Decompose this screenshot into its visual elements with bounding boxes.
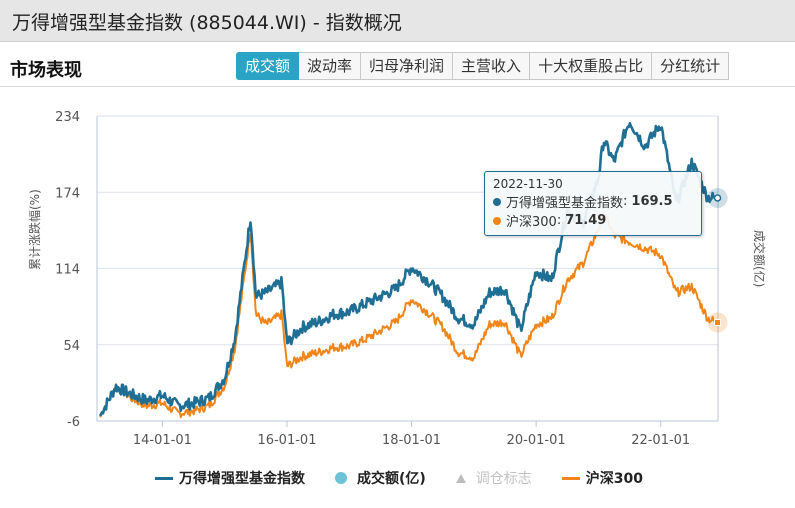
tooltip-row-index: 万得增强型基金指数: 169.5: [493, 192, 693, 211]
x-tick-label: 22-01-01: [631, 433, 690, 448]
y-tick-label: 114: [55, 263, 80, 278]
x-tick-label: 20-01-01: [507, 433, 566, 448]
y-axis-label-left: 累计涨跌幅(%): [28, 189, 42, 270]
line-swatch-icon: [155, 476, 173, 480]
y-tick-label: 54: [63, 339, 80, 354]
tooltip-row-hs300: 沪深300: 71.49: [493, 211, 693, 230]
series-dot-icon: [493, 216, 501, 225]
legend-item-rebalance[interactable]: 调仓标志: [455, 468, 532, 488]
metric-tabs: 成交额 波动率 归母净利润 主营收入 十大权重股占比 分红统计: [236, 52, 730, 80]
legend-label: 成交额(亿): [357, 471, 426, 487]
y-tick-label: 174: [55, 186, 80, 201]
legend-item-index[interactable]: 万得增强型基金指数: [155, 468, 305, 488]
section-title: 市场表现: [10, 60, 82, 81]
triangle-swatch-icon: [455, 473, 466, 483]
tab-turnover[interactable]: 成交额: [236, 52, 300, 80]
circle-swatch-icon: [335, 472, 347, 484]
legend-item-turnover[interactable]: 成交额(亿): [335, 468, 426, 488]
legend-label: 沪深300: [585, 471, 644, 487]
x-tick-label: 18-01-01: [382, 433, 441, 448]
y-tick-label: 234: [55, 110, 80, 125]
tab-volatility[interactable]: 波动率: [299, 52, 362, 80]
y-tick-label: -6: [67, 415, 80, 430]
chart-legend: 万得增强型基金指数 成交额(亿) 调仓标志 沪深300: [155, 468, 673, 488]
legend-item-hs300[interactable]: 沪深300: [561, 468, 644, 488]
line-swatch-icon: [561, 476, 580, 480]
tooltip-sep: :: [556, 213, 562, 228]
tab-net-profit[interactable]: 归母净利润: [361, 52, 454, 80]
tab-top10-weight[interactable]: 十大权重股占比: [530, 52, 653, 80]
chart-tooltip: 2022-11-30 万得增强型基金指数: 169.5 沪深300: 71.49: [484, 171, 702, 236]
divider: [0, 86, 795, 87]
legend-label: 万得增强型基金指数: [179, 471, 305, 487]
tooltip-series-value: 71.49: [565, 213, 607, 228]
x-tick-label: 14-01-01: [133, 433, 192, 448]
window-titlebar: 万得增强型基金指数 (885044.WI) - 指数概况: [0, 0, 795, 42]
tab-revenue[interactable]: 主营收入: [453, 52, 531, 80]
hover-marker-icon: [714, 319, 722, 327]
series-line-index: [98, 122, 718, 417]
x-tick-label: 16-01-01: [257, 433, 316, 448]
tooltip-date: 2022-11-30: [493, 177, 563, 191]
window-title: 万得增强型基金指数 (885044.WI) - 指数概况: [12, 12, 402, 34]
hover-marker-icon: [713, 194, 722, 202]
tooltip-series-name: 万得增强型基金指数: [506, 196, 624, 211]
y-axis-label-right: 成交额(亿): [752, 230, 766, 288]
tooltip-series-value: 169.5: [631, 194, 673, 209]
series-line-hs300: [99, 212, 718, 419]
tooltip-sep: :: [623, 194, 628, 209]
tab-dividend[interactable]: 分红统计: [652, 52, 730, 80]
tooltip-series-name: 沪深300: [506, 215, 557, 230]
series-dot-icon: [493, 197, 501, 206]
line-chart[interactable]: -6 54 114 174 234 14-01-01 16-01-01 18-01-01 20-…: [0, 90, 795, 450]
legend-label: 调仓标志: [475, 471, 532, 487]
